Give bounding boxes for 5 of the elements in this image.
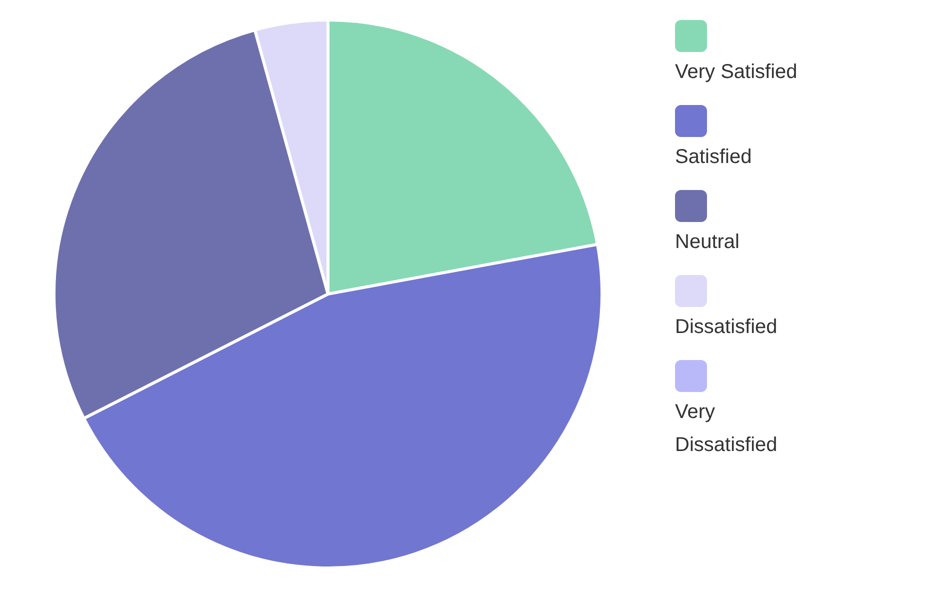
legend-label: Satisfied: [675, 145, 753, 170]
legend-label: Neutral: [675, 230, 740, 255]
legend-label: Very Satisfied: [675, 60, 798, 85]
legend-label: Very Dissatisfied: [675, 400, 778, 458]
legend-label: Dissatisfied: [675, 315, 778, 340]
